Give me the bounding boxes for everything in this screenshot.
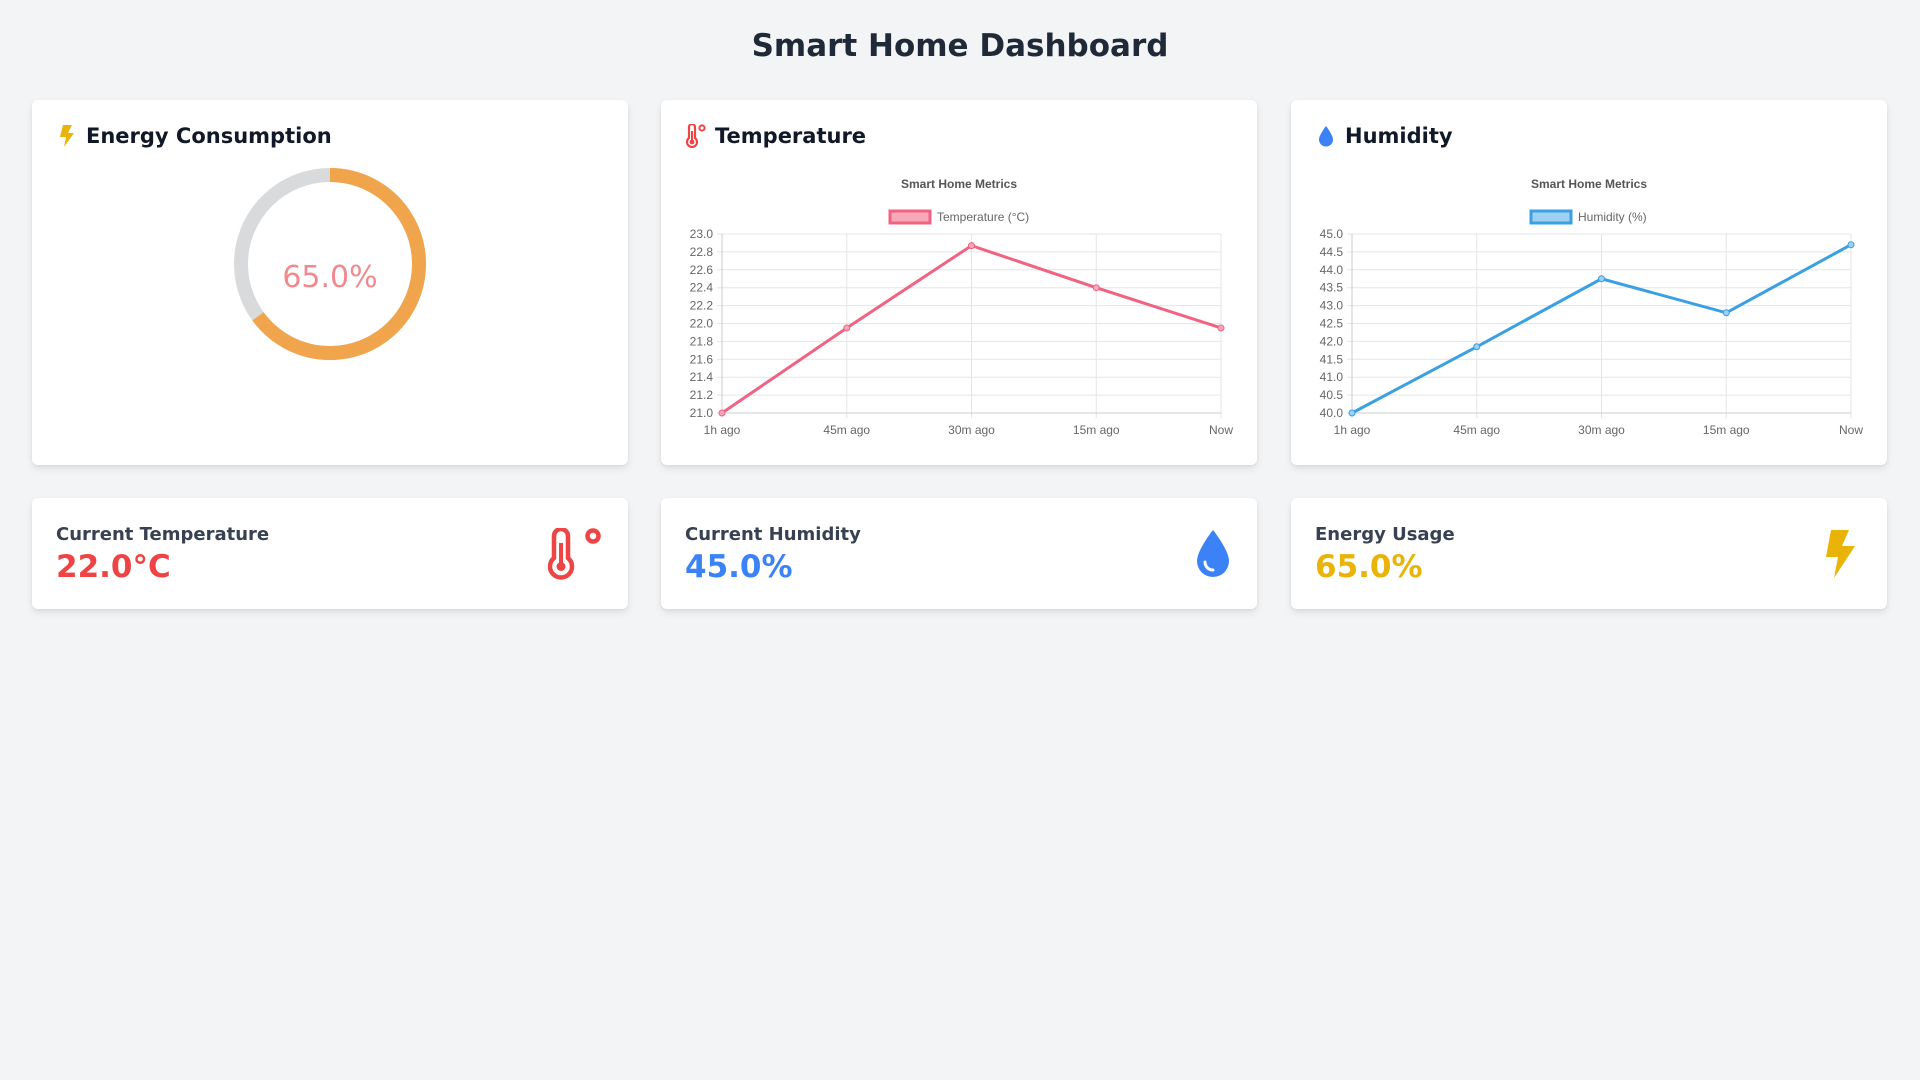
droplet-icon [1177,528,1233,580]
data-point[interactable] [1598,275,1605,283]
y-tick-label: 21.2 [690,388,714,402]
energy-usage-card: Energy Usage 65.0% [1291,498,1887,609]
data-point[interactable] [1092,284,1100,292]
stat-label: Current Humidity [685,524,861,545]
y-tick-label: 41.5 [1320,352,1344,366]
y-tick-label: 45.0 [1320,227,1344,241]
temperature-card: Temperature Smart Home Metrics Temperatu… [661,100,1257,465]
x-tick-label: Now [1209,423,1233,437]
gauge-percentage: 65.0% [282,260,378,295]
humidity-card-title: Humidity [1345,124,1453,148]
x-tick-label: 1h ago [704,423,741,437]
y-tick-label: 40.0 [1320,406,1344,420]
y-tick-label: 41.0 [1320,370,1344,384]
temperature-card-title: Temperature [715,124,867,148]
stat-label: Current Temperature [56,524,270,545]
current-humidity-card: Current Humidity 45.0% [661,498,1257,609]
y-tick-label: 21.8 [690,334,714,348]
y-tick-label: 43.0 [1320,299,1344,313]
thermometer-icon [685,124,707,148]
data-point[interactable] [1348,409,1356,417]
y-tick-label: 43.5 [1320,281,1344,295]
y-tick-label: 44.0 [1320,263,1344,277]
y-tick-label: 22.6 [690,263,714,277]
energy-card-header: Energy Consumption [56,124,332,148]
data-point[interactable] [1217,324,1225,332]
bolt-icon [56,124,78,148]
y-tick-label: 22.0 [690,317,714,331]
stat-value: 65.0% [1315,549,1423,585]
y-tick-label: 21.6 [690,352,714,366]
energy-gauge [234,168,426,360]
y-tick-label: 22.8 [690,245,714,259]
stat-label: Energy Usage [1315,524,1455,545]
y-tick-label: 21.4 [690,370,714,384]
x-tick-label: 45m ago [1453,423,1500,437]
humidity-card: Humidity Smart Home Metrics Humidity (%)… [1291,100,1887,465]
data-point[interactable] [843,324,851,332]
x-tick-label: 15m ago [1703,423,1750,437]
y-tick-label: 42.5 [1320,317,1344,331]
y-tick-label: 21.0 [690,406,714,420]
x-tick-label: 1h ago [1334,423,1371,437]
data-point[interactable] [1847,241,1855,249]
x-tick-label: 30m ago [1578,423,1625,437]
legend-label: Temperature (°C) [937,210,1029,224]
thermometer-icon [548,528,604,580]
chart-title: Smart Home Metrics [901,177,1017,191]
x-tick-label: 45m ago [823,423,870,437]
bolt-icon [1807,528,1863,580]
legend-swatch [888,209,932,225]
energy-consumption-card: Energy Consumption 65.0% [32,100,628,465]
x-tick-label: Now [1839,423,1863,437]
current-temperature-card: Current Temperature 22.0°C [32,498,628,609]
humidity-card-header: Humidity [1315,124,1453,148]
y-tick-label: 22.2 [690,299,714,313]
x-tick-label: 30m ago [948,423,995,437]
chart-legend[interactable]: Temperature (°C) [888,209,1029,225]
legend-swatch [1529,209,1573,225]
y-tick-label: 22.4 [690,281,714,295]
droplet-icon [1315,124,1337,148]
data-point[interactable] [718,409,726,417]
stat-value: 22.0°C [56,549,171,585]
temperature-chart: Smart Home Metrics Temperature (°C) 23.0… [690,177,1234,437]
energy-card-title: Energy Consumption [86,124,332,148]
temperature-card-header: Temperature [685,124,866,148]
legend-label: Humidity (%) [1578,210,1647,224]
data-point[interactable] [968,242,975,250]
y-tick-label: 23.0 [690,227,714,241]
y-tick-label: 40.5 [1320,388,1344,402]
stat-value: 45.0% [685,549,793,585]
chart-legend[interactable]: Humidity (%) [1529,209,1647,225]
humidity-chart: Smart Home Metrics Humidity (%) 45.0 44.5… [1320,177,1864,437]
data-point[interactable] [1722,309,1730,317]
chart-title: Smart Home Metrics [1531,177,1647,191]
y-tick-label: 42.0 [1320,334,1344,348]
page-title: Smart Home Dashboard [751,28,1169,64]
data-point[interactable] [1473,343,1481,351]
x-tick-label: 15m ago [1073,423,1120,437]
gauge-fill-arc [252,168,426,360]
y-tick-label: 44.5 [1320,245,1344,259]
